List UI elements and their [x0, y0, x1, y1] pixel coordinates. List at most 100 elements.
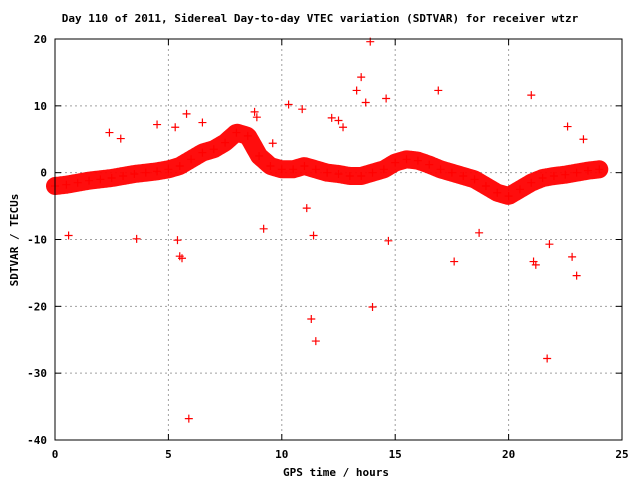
data-point-main-band-approx-: [221, 138, 230, 147]
data-point-outliers: [132, 234, 141, 243]
data-point-outliers: [327, 113, 336, 122]
data-point-outliers: [173, 236, 182, 245]
data-point-outliers: [368, 303, 377, 312]
data-point-main-band-approx-: [459, 172, 468, 181]
data-point-outliers: [361, 98, 370, 107]
data-point-main-band-approx-: [323, 168, 332, 177]
data-point-main-band-approx-: [164, 165, 173, 174]
data-point-outliers: [357, 73, 366, 82]
data-point-outliers: [64, 231, 73, 240]
data-point-outliers: [450, 257, 459, 266]
data-point-outliers: [311, 337, 320, 346]
data-point-outliers: [563, 122, 572, 131]
data-point-main-band-approx-: [277, 165, 286, 174]
data-point-outliers: [182, 109, 191, 118]
data-point-main-band-approx-: [493, 188, 502, 197]
data-point-main-band-approx-: [85, 176, 94, 185]
data-point-main-band-approx-: [289, 165, 298, 174]
data-point-main-band-approx-: [209, 145, 218, 154]
data-point-main-band-approx-: [119, 172, 128, 181]
data-point-outliers: [545, 240, 554, 249]
y-tick-label: 0: [40, 167, 47, 180]
data-point-main-band-approx-: [425, 160, 434, 169]
data-point-main-band-approx-: [515, 185, 524, 194]
data-point-main-band-approx-: [549, 172, 558, 181]
data-point-outliers: [302, 204, 311, 213]
y-tick-label: -30: [27, 367, 47, 380]
data-point-outliers: [171, 123, 180, 132]
data-point-outliers: [334, 116, 343, 125]
data-point-outliers: [384, 236, 393, 245]
data-point-main-band-approx-: [266, 161, 275, 170]
data-point-main-band-approx-: [334, 170, 343, 179]
data-point-outliers: [307, 315, 316, 324]
data-point-outliers: [527, 91, 536, 100]
data-point-main-band-approx-: [413, 156, 422, 165]
data-point-outliers: [105, 128, 114, 137]
data-point-main-band-approx-: [96, 175, 105, 184]
data-point-main-band-approx-: [141, 168, 150, 177]
data-point-main-band-approx-: [447, 168, 456, 177]
data-point-main-band-approx-: [595, 165, 604, 174]
data-point-main-band-approx-: [527, 178, 536, 187]
data-point-outliers: [352, 86, 361, 95]
x-tick-label: 15: [389, 448, 402, 461]
x-tick-label: 25: [615, 448, 628, 461]
y-tick-label: -20: [27, 300, 47, 313]
x-axis-label: GPS time / hours: [283, 466, 389, 479]
data-point-outliers: [298, 105, 307, 114]
data-point-main-band-approx-: [504, 192, 513, 201]
data-point-outliers: [572, 271, 581, 280]
data-point-outliers: [268, 139, 277, 148]
data-point-main-band-approx-: [198, 148, 207, 157]
data-point-outliers: [339, 123, 348, 132]
data-point-main-band-approx-: [73, 178, 82, 187]
y-axis-label: SDTVAR / TECUs: [8, 194, 21, 287]
grid-lines: [55, 39, 622, 440]
y-tick-label: 10: [34, 100, 47, 113]
data-point-main-band-approx-: [232, 128, 241, 137]
chart-title: Day 110 of 2011, Sidereal Day-to-day VTE…: [62, 12, 579, 25]
axis-ticks: 0 5 10 15 20 25 20 10 0 -10 -20 -30 -40: [27, 33, 629, 461]
data-point-main-band-approx-: [572, 168, 581, 177]
data-point-main-band-approx-: [311, 165, 320, 174]
data-point-outliers: [284, 100, 293, 109]
data-point-main-band-approx-: [345, 172, 354, 181]
data-point-main-band-approx-: [470, 175, 479, 184]
data-point-outliers: [382, 94, 391, 103]
data-point-main-band-approx-: [175, 161, 184, 170]
data-point-outliers: [568, 252, 577, 261]
data-point-main-band-approx-: [62, 180, 71, 189]
x-tick-label: 10: [275, 448, 288, 461]
data-point-main-band-approx-: [357, 172, 366, 181]
data-point-main-band-approx-: [583, 166, 592, 175]
data-point-main-band-approx-: [391, 158, 400, 167]
y-tick-label: -10: [27, 234, 47, 247]
data-point-main-band-approx-: [255, 151, 264, 160]
data-point-main-band-approx-: [187, 155, 196, 164]
data-point-outliers: [434, 86, 443, 95]
y-tick-label: -40: [27, 434, 47, 447]
x-tick-label: 5: [165, 448, 172, 461]
data-point-outliers: [259, 224, 268, 233]
data-point-outliers: [579, 135, 588, 144]
data-point-outliers: [250, 107, 259, 116]
y-tick-label: 20: [34, 33, 47, 46]
data-point-outliers: [543, 354, 552, 363]
data-point-main-band-approx-: [243, 131, 252, 140]
data-point-outliers: [252, 113, 261, 122]
data-point-main-band-approx-: [379, 165, 388, 174]
data-point-main-band-approx-: [402, 155, 411, 164]
data-point-main-band-approx-: [300, 161, 309, 170]
data-point-main-band-approx-: [538, 174, 547, 183]
data-point-outliers: [475, 228, 484, 237]
data-point-outliers: [184, 414, 193, 423]
data-point-main-band-approx-: [107, 174, 116, 183]
data-point-main-band-approx-: [436, 165, 445, 174]
data-point-main-band-approx-: [561, 170, 570, 179]
plot-area: [46, 37, 609, 423]
data-point-main-band-approx-: [481, 182, 490, 191]
data-point-outliers: [531, 260, 540, 269]
x-tick-label: 0: [52, 448, 59, 461]
